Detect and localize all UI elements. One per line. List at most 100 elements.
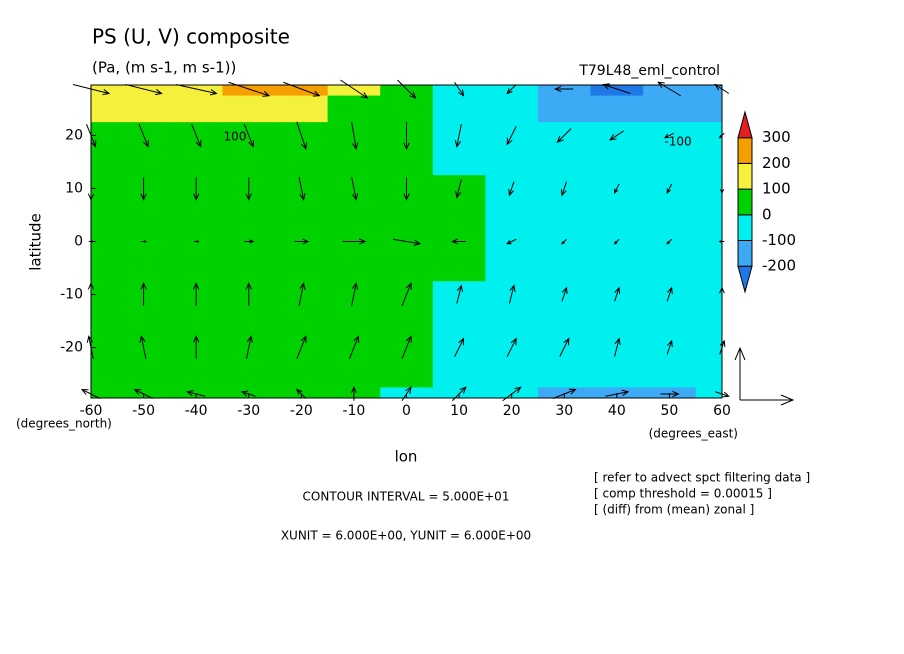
wind-vector bbox=[138, 123, 149, 148]
wind-vector bbox=[401, 282, 412, 306]
field-cell bbox=[695, 360, 723, 388]
field-cell bbox=[695, 201, 723, 229]
wind-vector bbox=[246, 335, 253, 359]
field-cell bbox=[117, 201, 171, 229]
field-cell bbox=[485, 85, 539, 97]
wind-vector bbox=[191, 123, 202, 148]
y-tick-label: -10 bbox=[60, 287, 83, 303]
note: [ comp threshold = 0.00015 ] bbox=[594, 487, 772, 501]
field-cell bbox=[485, 254, 539, 282]
field-cell bbox=[537, 360, 592, 388]
note: [ refer to advect spct filtering data ] bbox=[594, 471, 810, 485]
x-tick-label: -20 bbox=[290, 403, 313, 419]
field-cell bbox=[695, 175, 723, 203]
field-cell bbox=[169, 95, 223, 123]
field-cell bbox=[380, 148, 434, 176]
y-tick-label: -20 bbox=[60, 340, 83, 356]
wind-vector bbox=[663, 132, 675, 139]
wind-vector bbox=[140, 177, 147, 201]
field-cell bbox=[327, 360, 381, 388]
wind-vector bbox=[666, 286, 673, 302]
wind-vector bbox=[456, 284, 463, 304]
colorbar-box bbox=[737, 214, 753, 242]
field-cell bbox=[275, 95, 329, 123]
field-cell bbox=[169, 387, 223, 399]
field-cell bbox=[695, 307, 723, 335]
field-cell bbox=[695, 95, 723, 123]
wind-vector bbox=[609, 130, 624, 141]
field-cell bbox=[275, 201, 329, 229]
x-tick-label: 40 bbox=[608, 403, 626, 419]
x-tick-label: 60 bbox=[713, 403, 731, 419]
field-cell bbox=[169, 201, 223, 229]
wind-vector bbox=[403, 121, 410, 151]
field-cell bbox=[91, 85, 118, 97]
wind-vector bbox=[351, 282, 359, 306]
note: [ (diff) from (mean) zonal ] bbox=[594, 503, 754, 517]
wind-vector bbox=[556, 128, 572, 144]
field-cell bbox=[117, 387, 171, 399]
wind-vector bbox=[294, 238, 310, 245]
wind-vector bbox=[506, 337, 517, 357]
wind-vector bbox=[561, 286, 568, 302]
field-cell bbox=[169, 85, 223, 97]
run-label: T79L48_eml_control bbox=[578, 63, 720, 79]
field-cell bbox=[275, 307, 329, 335]
field-cell bbox=[380, 95, 434, 123]
field-cell bbox=[432, 387, 486, 399]
field-cell bbox=[117, 360, 171, 388]
field-cell bbox=[643, 254, 697, 282]
field-cell bbox=[117, 85, 171, 97]
field-cell bbox=[380, 85, 434, 97]
wind-vector bbox=[560, 181, 567, 197]
field-cell bbox=[222, 254, 276, 282]
y-tick-label: 0 bbox=[74, 234, 83, 250]
wind-vector bbox=[175, 84, 218, 96]
wind-vector bbox=[340, 79, 369, 99]
chart-title: PS (U, V) composite bbox=[92, 25, 290, 49]
field-cell bbox=[169, 148, 223, 176]
contour-interval: CONTOUR INTERVAL = 5.000E+01 bbox=[303, 490, 510, 504]
field-cell bbox=[380, 201, 434, 229]
field-cell bbox=[327, 85, 381, 97]
wind-vector bbox=[245, 282, 252, 306]
field-cell bbox=[537, 387, 592, 399]
field-cell bbox=[537, 85, 592, 97]
field-cell bbox=[327, 95, 381, 123]
colorbar-triangle bbox=[737, 265, 753, 294]
field-cell bbox=[590, 387, 644, 399]
wind-vector bbox=[348, 335, 360, 360]
field-cell bbox=[222, 387, 276, 399]
field-cell bbox=[590, 85, 644, 97]
wind-vector bbox=[392, 238, 422, 246]
colorbar-triangle bbox=[737, 110, 753, 139]
field-cell bbox=[169, 360, 223, 388]
wind-vector bbox=[125, 84, 163, 96]
wind-vector bbox=[298, 177, 306, 201]
wind-vector bbox=[666, 339, 673, 355]
wind-vector bbox=[508, 181, 515, 197]
wind-vector bbox=[506, 126, 517, 146]
field-cell bbox=[485, 201, 539, 229]
field-cell bbox=[485, 148, 539, 176]
wind-vector bbox=[561, 238, 567, 245]
field-cell bbox=[91, 95, 118, 123]
wind-vector bbox=[559, 337, 570, 357]
wind-vector bbox=[243, 123, 255, 148]
wind-vector bbox=[506, 84, 517, 95]
field-cell bbox=[432, 254, 486, 282]
field-cell bbox=[643, 201, 697, 229]
field-cell bbox=[91, 201, 118, 229]
field-cell bbox=[432, 307, 486, 335]
field-cell bbox=[643, 95, 697, 123]
field-cell bbox=[169, 254, 223, 282]
field-cell bbox=[117, 95, 171, 123]
field-cell bbox=[695, 122, 723, 150]
vectors bbox=[72, 79, 730, 402]
field-cell bbox=[432, 148, 486, 176]
x-tick-label: 50 bbox=[661, 403, 679, 419]
colorbar-label: -100 bbox=[762, 231, 796, 249]
field-cell bbox=[643, 307, 697, 335]
field-cell bbox=[380, 307, 434, 335]
